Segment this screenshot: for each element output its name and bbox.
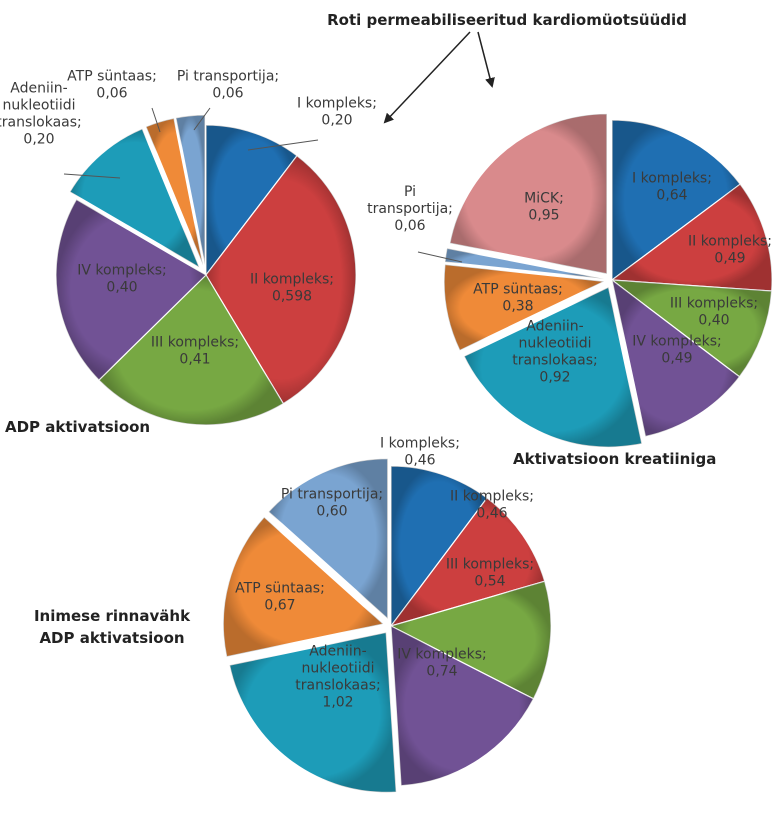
data-label-line: 0,40 <box>698 313 729 329</box>
data-label-line: 0,20 <box>321 113 352 129</box>
data-label-iv-kompleks: IV kompleks; 0,49 <box>632 334 721 367</box>
chart-3-caption: Inimese rinnavähk <box>34 607 191 625</box>
data-label-pi-transportija: Pi transportija; 0,06 <box>367 184 453 234</box>
data-label-line: Pi transportija; <box>177 69 279 85</box>
data-label-line: 0,64 <box>656 188 687 204</box>
data-label-line: III kompleks; <box>446 557 534 573</box>
data-label-line: Pi transportija; <box>281 487 383 503</box>
data-label-line: 0,06 <box>96 86 127 102</box>
data-label-line: nukleotiidi <box>3 98 76 114</box>
leader-line-pi-transportija <box>417 251 463 263</box>
data-label-adeniin-nukleotiidi-translokaas: Adeniin-nukleotiidi translokaas; 0,92 <box>512 319 597 386</box>
data-label-line: Pi <box>404 184 416 200</box>
data-label-line: nukleotiidi <box>302 661 375 677</box>
data-label-line: 0,60 <box>316 504 347 520</box>
data-label-line: IV kompleks; <box>632 334 721 350</box>
data-label-atp-s-ntaas: ATP süntaas; 0,06 <box>67 69 157 102</box>
data-label-atp-s-ntaas: ATP süntaas; 0,67 <box>235 581 325 614</box>
leader-line-pi-transportija <box>193 107 211 131</box>
data-label-i-kompleks: I kompleks; 0,46 <box>380 436 460 469</box>
data-label-ii-kompleks: II kompleks; 0,49 <box>688 234 772 267</box>
chart-2-caption: Aktivatsioon kreatiiniga <box>513 450 716 468</box>
data-label-line: 0,67 <box>264 598 295 614</box>
data-label-line: 0,598 <box>272 289 312 305</box>
data-label-line: 0,40 <box>106 280 137 296</box>
data-label-line: Adeniin- <box>526 319 583 335</box>
data-label-line: translokaas; <box>295 678 380 694</box>
data-label-adeniin-nukleotiidi-translokaas: Adeniin-nukleotiidi translokaas; 1,02 <box>295 644 380 711</box>
data-label-mick: MiCK; 0,95 <box>524 191 564 224</box>
data-label-line: MiCK; <box>524 191 564 207</box>
data-label-iii-kompleks: III kompleks; 0,40 <box>670 296 758 329</box>
data-label-line: Adeniin- <box>309 644 366 660</box>
arrow-to-chart-2 <box>477 31 495 88</box>
data-label-line: translokaas; <box>512 353 597 369</box>
data-label-line: II kompleks; <box>450 489 534 505</box>
data-label-line: I kompleks; <box>380 436 460 452</box>
data-label-line: ATP süntaas; <box>67 69 157 85</box>
data-label-atp-s-ntaas: ATP süntaas; 0,38 <box>473 282 563 315</box>
data-label-line: 0,06 <box>212 86 243 102</box>
data-label-line: 0,95 <box>528 208 559 224</box>
data-label-line: 0,74 <box>426 664 457 680</box>
data-label-line: ATP süntaas; <box>235 581 325 597</box>
data-label-ii-kompleks: II kompleks; 0,598 <box>250 272 334 305</box>
data-label-line: III kompleks; <box>670 296 758 312</box>
data-label-adeniin-nukleotiidi-translokaas: Adeniin-nukleotiidi translokaas; 0,20 <box>0 81 82 148</box>
data-label-iv-kompleks: IV kompleks; 0,40 <box>77 263 166 296</box>
arrow-to-chart-1 <box>383 31 471 124</box>
data-label-line: IV kompleks; <box>77 263 166 279</box>
data-label-line: 0,54 <box>474 574 505 590</box>
leader-line-atp-s-ntaas <box>151 107 161 133</box>
data-label-line: II kompleks; <box>688 234 772 250</box>
chart-3-caption-line-2: ADP aktivatsioon <box>39 629 184 647</box>
data-label-line: III kompleks; <box>151 335 239 351</box>
leader-line-adeniin-nukleotiidi-translokaas <box>63 173 121 179</box>
data-label-line: 0,20 <box>23 132 54 148</box>
data-label-line: 0,92 <box>539 370 570 386</box>
data-label-line: ATP süntaas; <box>473 282 563 298</box>
data-label-ii-kompleks: II kompleks; 0,46 <box>450 489 534 522</box>
data-label-line: I kompleks; <box>297 96 377 112</box>
data-label-line: transportija; <box>367 201 453 217</box>
data-label-line: 1,02 <box>322 695 353 711</box>
data-label-i-kompleks: I kompleks; 0,20 <box>297 96 377 129</box>
data-label-iv-kompleks: IV kompleks; 0,74 <box>397 647 486 680</box>
data-label-line: 0,49 <box>714 251 745 267</box>
data-label-pi-transportija: Pi transportija; 0,60 <box>281 487 383 520</box>
data-label-line: Adeniin- <box>10 81 67 97</box>
data-label-line: nukleotiidi <box>519 336 592 352</box>
data-label-iii-kompleks: III kompleks; 0,41 <box>151 335 239 368</box>
leader-line-i-kompleks <box>247 139 319 151</box>
data-label-line: I kompleks; <box>632 171 712 187</box>
data-label-line: 0,46 <box>476 506 507 522</box>
data-label-pi-transportija: Pi transportija; 0,06 <box>177 69 279 102</box>
data-label-line: 0,46 <box>404 453 435 469</box>
data-label-line: IV kompleks; <box>397 647 486 663</box>
figure-title: Roti permeabiliseeritud kardiomüotsüüdid <box>327 11 687 29</box>
data-label-line: 0,06 <box>394 218 425 234</box>
data-label-i-kompleks: I kompleks; 0,64 <box>632 171 712 204</box>
data-label-line: 0,41 <box>179 352 210 368</box>
data-label-line: 0,38 <box>502 299 533 315</box>
data-label-line: translokaas; <box>0 115 82 131</box>
data-label-line: II kompleks; <box>250 272 334 288</box>
chart-1-caption: ADP aktivatsioon <box>5 418 150 436</box>
data-label-iii-kompleks: III kompleks; 0,54 <box>446 557 534 590</box>
data-label-line: 0,49 <box>661 351 692 367</box>
